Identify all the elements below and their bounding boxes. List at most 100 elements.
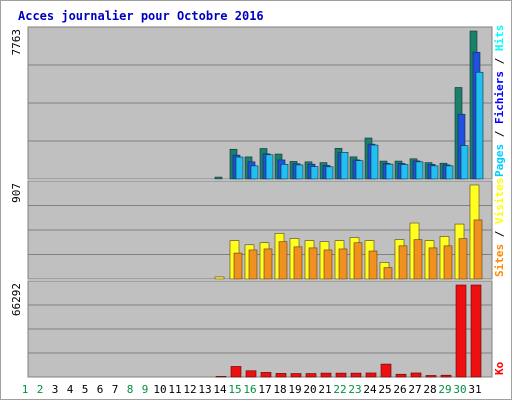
x-tick-label: 31 — [468, 383, 481, 396]
bar — [400, 164, 409, 180]
bar — [214, 276, 225, 280]
bar — [214, 176, 223, 180]
x-tick-label: 12 — [183, 383, 196, 396]
x-tick-label: 16 — [243, 383, 256, 396]
x-tick-label: 17 — [258, 383, 271, 396]
bar — [355, 160, 364, 180]
x-tick-label: 1 — [22, 383, 29, 396]
x-tick-label: 2 — [37, 383, 44, 396]
x-tick-label: 7 — [112, 383, 119, 396]
bar — [263, 248, 273, 280]
legend-entry: Fichiers — [493, 71, 506, 124]
bar — [248, 249, 258, 280]
bar — [215, 376, 227, 378]
x-tick-label: 10 — [153, 383, 166, 396]
bar — [353, 242, 363, 280]
bar — [398, 245, 408, 280]
bar — [395, 373, 407, 378]
legend: Ko — [493, 361, 506, 375]
bar — [350, 372, 362, 378]
x-tick-label: 8 — [127, 383, 134, 396]
bar — [415, 161, 424, 180]
legend-entry: Hits — [493, 25, 506, 52]
x-tick-label: 26 — [393, 383, 406, 396]
x-tick-label: 24 — [363, 383, 377, 396]
bar — [250, 165, 259, 180]
bar — [473, 219, 483, 280]
bar — [470, 284, 482, 378]
bar — [368, 250, 378, 280]
y-max-label: 7763 — [10, 29, 23, 56]
bar — [235, 156, 244, 180]
x-tick-label: 13 — [198, 383, 211, 396]
legend-entry: Visites — [493, 178, 506, 224]
bar — [370, 144, 379, 180]
bar — [290, 373, 302, 378]
bar — [428, 247, 438, 280]
bar — [245, 370, 257, 378]
x-tick-label: 11 — [168, 383, 181, 396]
bar — [310, 166, 319, 180]
bar — [335, 372, 347, 378]
x-tick-label: 29 — [438, 383, 451, 396]
bar — [425, 375, 437, 378]
bar — [385, 163, 394, 180]
bar — [308, 247, 318, 280]
x-tick-label: 6 — [97, 383, 104, 396]
bar — [458, 238, 468, 280]
bar — [293, 246, 303, 280]
legend-entry: Pages — [493, 144, 506, 177]
bar — [455, 284, 467, 378]
bar — [475, 71, 484, 180]
bar — [443, 245, 453, 280]
x-tick-label: 19 — [288, 383, 301, 396]
x-tick-label: 15 — [228, 383, 241, 396]
bar — [430, 165, 439, 180]
bar — [260, 372, 272, 378]
bar — [275, 373, 287, 378]
legend: Pages / Fichiers / Hits — [493, 25, 506, 177]
x-tick-label: 22 — [333, 383, 346, 396]
x-tick-label: 27 — [408, 383, 421, 396]
bar — [278, 241, 288, 280]
chart-title: Acces journalier pour Octobre 2016 — [18, 9, 264, 23]
x-tick-label: 21 — [318, 383, 331, 396]
bar — [323, 249, 333, 280]
x-tick-label: 20 — [303, 383, 316, 396]
hits-pages-panel: 7763 Pages / Fichiers / Hits — [10, 25, 506, 180]
bar — [440, 374, 452, 378]
x-tick-label: 5 — [82, 383, 89, 396]
bar — [380, 363, 392, 378]
x-tick-label: 30 — [453, 383, 466, 396]
x-tick-label: 23 — [348, 383, 361, 396]
x-tick-label: 28 — [423, 383, 436, 396]
bar — [460, 145, 469, 180]
y-max-label: 907 — [10, 183, 23, 203]
y-max-label: 66292 — [10, 283, 23, 316]
legend-separator: / — [493, 124, 506, 144]
bar — [383, 267, 393, 280]
bar — [305, 373, 317, 378]
bar — [413, 239, 423, 280]
legend: Sites / Visites — [493, 178, 506, 277]
legend-separator: / — [493, 224, 506, 244]
x-tick-label: 3 — [52, 383, 59, 396]
bar — [365, 372, 377, 378]
legend-entry: Sites — [493, 244, 506, 277]
bar — [410, 372, 422, 378]
x-tick-label: 4 — [67, 383, 74, 396]
bar — [295, 164, 304, 180]
bar — [445, 165, 454, 180]
x-tick-label: 9 — [142, 383, 149, 396]
bar — [280, 164, 289, 180]
x-tick-label: 25 — [378, 383, 391, 396]
bar — [320, 372, 332, 378]
bar — [340, 152, 349, 180]
bar — [325, 166, 334, 180]
legend-separator: / — [493, 51, 506, 71]
legend-entry: Ko — [493, 361, 506, 375]
visits-sites-panel: 907 Sites / Visites — [10, 178, 506, 280]
x-axis-labels: 1 2 3 4 5 6 7 8 9 10 11 12 13 14 15 16 17 18 19 20 21 22 23 24 2… — [22, 383, 482, 396]
x-tick-label: 14 — [213, 383, 227, 396]
